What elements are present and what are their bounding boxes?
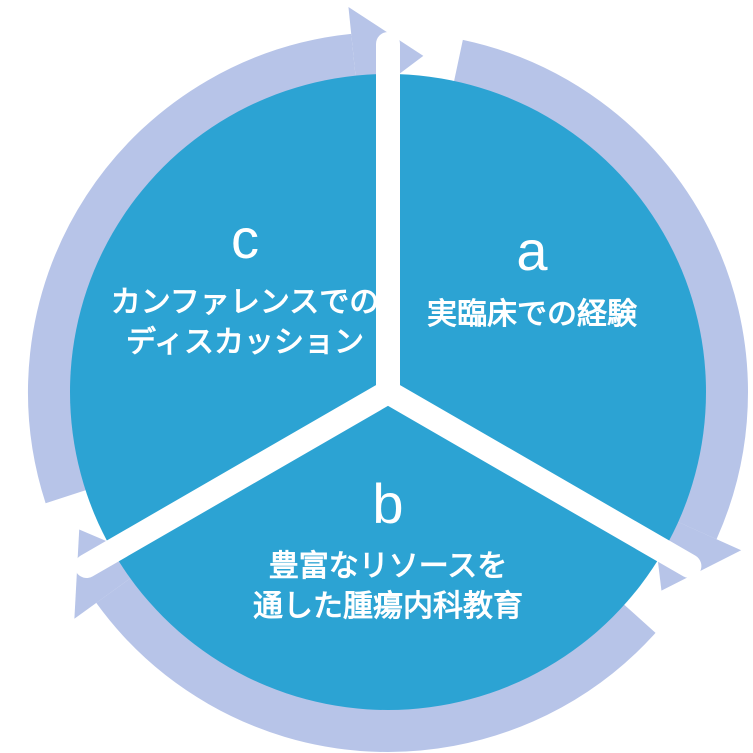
cycle-svg: a 実臨床での経験 b 豊富なリソースを通した腫瘍内科教育 c カンファレンスでのディスカ… [0,0,753,753]
cycle-diagram: a 実臨床での経験 b 豊富なリソースを通した腫瘍内科教育 c カンファレンスでのディスカ… [0,0,753,753]
segment-c-text-line-0: カンファレンスでの [111,286,380,319]
segment-b-text-line-0: 豊富なリソースを [269,549,508,583]
segment-c-letter: c [231,207,259,270]
segment-c-text-line-1: ディスカッション [126,325,364,359]
segment-a-letter: a [516,219,548,282]
segment-b-text-line-1: 通した腫瘍内科教育 [253,589,523,623]
segment-b-letter: b [372,472,403,535]
segment-a-text-line-0: 実臨床での経験 [427,297,638,331]
